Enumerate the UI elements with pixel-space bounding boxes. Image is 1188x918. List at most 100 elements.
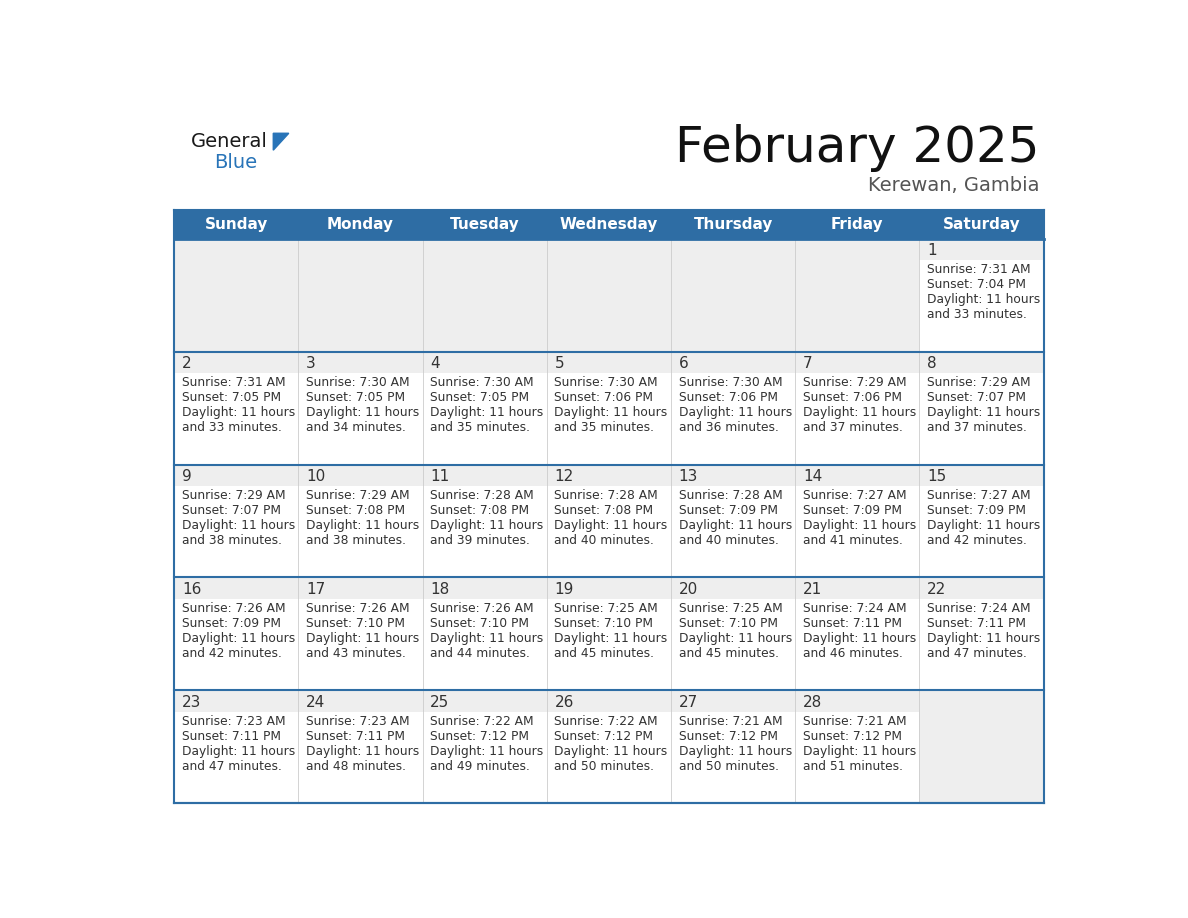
Text: and 50 minutes.: and 50 minutes. <box>555 760 655 773</box>
Text: 19: 19 <box>555 582 574 597</box>
Bar <box>175 465 298 577</box>
Text: Daylight: 11 hours: Daylight: 11 hours <box>803 633 916 645</box>
Text: 5: 5 <box>555 356 564 371</box>
Text: Sunrise: 7:25 AM: Sunrise: 7:25 AM <box>678 602 783 615</box>
Text: Sunrise: 7:26 AM: Sunrise: 7:26 AM <box>430 602 533 615</box>
Text: Sunrise: 7:26 AM: Sunrise: 7:26 AM <box>182 602 285 615</box>
Bar <box>175 352 298 465</box>
Bar <box>795 486 920 577</box>
Bar <box>546 486 671 577</box>
Text: and 42 minutes.: and 42 minutes. <box>927 534 1028 547</box>
Bar <box>175 239 298 352</box>
Bar <box>671 374 795 465</box>
Bar <box>546 239 671 352</box>
Text: Sunrise: 7:29 AM: Sunrise: 7:29 AM <box>927 376 1031 389</box>
Text: Sunrise: 7:30 AM: Sunrise: 7:30 AM <box>307 376 410 389</box>
Text: and 35 minutes.: and 35 minutes. <box>430 421 530 434</box>
Bar <box>671 352 795 465</box>
Text: Sunset: 7:08 PM: Sunset: 7:08 PM <box>430 504 530 517</box>
Text: Sunrise: 7:24 AM: Sunrise: 7:24 AM <box>803 602 906 615</box>
Text: Daylight: 11 hours: Daylight: 11 hours <box>555 520 668 532</box>
Bar <box>546 577 671 690</box>
Text: Sunset: 7:10 PM: Sunset: 7:10 PM <box>307 617 405 630</box>
Text: and 38 minutes.: and 38 minutes. <box>307 534 406 547</box>
Text: Daylight: 11 hours: Daylight: 11 hours <box>555 407 668 420</box>
Text: Kerewan, Gambia: Kerewan, Gambia <box>868 176 1040 196</box>
Text: and 33 minutes.: and 33 minutes. <box>182 421 282 434</box>
Text: Sunrise: 7:29 AM: Sunrise: 7:29 AM <box>307 489 410 502</box>
Bar <box>671 465 795 577</box>
Text: Sunset: 7:05 PM: Sunset: 7:05 PM <box>430 391 530 404</box>
Bar <box>546 352 671 465</box>
Text: Sunset: 7:08 PM: Sunset: 7:08 PM <box>555 504 653 517</box>
Bar <box>795 599 920 690</box>
Text: Sunrise: 7:23 AM: Sunrise: 7:23 AM <box>182 715 285 728</box>
Bar <box>423 374 546 465</box>
Bar <box>795 465 920 577</box>
Bar <box>298 465 423 577</box>
Bar <box>920 239 1043 352</box>
Polygon shape <box>273 133 289 151</box>
Text: and 47 minutes.: and 47 minutes. <box>927 647 1028 660</box>
Text: and 39 minutes.: and 39 minutes. <box>430 534 530 547</box>
Text: Daylight: 11 hours: Daylight: 11 hours <box>927 633 1041 645</box>
Bar <box>671 711 795 803</box>
Text: and 37 minutes.: and 37 minutes. <box>927 421 1028 434</box>
Text: Daylight: 11 hours: Daylight: 11 hours <box>803 520 916 532</box>
Bar <box>298 599 423 690</box>
Bar <box>175 599 298 690</box>
Text: Sunset: 7:06 PM: Sunset: 7:06 PM <box>555 391 653 404</box>
Bar <box>671 599 795 690</box>
Bar <box>795 374 920 465</box>
Text: and 48 minutes.: and 48 minutes. <box>307 760 406 773</box>
Text: Friday: Friday <box>830 217 884 232</box>
Bar <box>298 577 423 690</box>
Text: and 38 minutes.: and 38 minutes. <box>182 534 282 547</box>
Bar <box>298 486 423 577</box>
Bar <box>920 599 1043 690</box>
Text: Daylight: 11 hours: Daylight: 11 hours <box>555 633 668 645</box>
Text: Sunset: 7:05 PM: Sunset: 7:05 PM <box>182 391 280 404</box>
Text: 13: 13 <box>678 469 699 484</box>
Text: Sunrise: 7:27 AM: Sunrise: 7:27 AM <box>927 489 1031 502</box>
Text: Saturday: Saturday <box>942 217 1020 232</box>
Text: and 40 minutes.: and 40 minutes. <box>678 534 778 547</box>
Text: 23: 23 <box>182 695 201 710</box>
Text: 11: 11 <box>430 469 449 484</box>
Text: Sunset: 7:06 PM: Sunset: 7:06 PM <box>803 391 902 404</box>
Text: and 44 minutes.: and 44 minutes. <box>430 647 530 660</box>
Text: Sunset: 7:11 PM: Sunset: 7:11 PM <box>307 730 405 743</box>
Bar <box>298 690 423 803</box>
Bar <box>795 239 920 352</box>
Text: and 41 minutes.: and 41 minutes. <box>803 534 903 547</box>
Bar <box>671 486 795 577</box>
Text: 28: 28 <box>803 695 822 710</box>
Text: Daylight: 11 hours: Daylight: 11 hours <box>555 744 668 758</box>
Bar <box>546 374 671 465</box>
Text: Sunrise: 7:28 AM: Sunrise: 7:28 AM <box>555 489 658 502</box>
Text: Sunrise: 7:28 AM: Sunrise: 7:28 AM <box>430 489 535 502</box>
Text: Sunset: 7:09 PM: Sunset: 7:09 PM <box>927 504 1026 517</box>
Bar <box>298 352 423 465</box>
Text: 2: 2 <box>182 356 191 371</box>
Text: Sunrise: 7:22 AM: Sunrise: 7:22 AM <box>430 715 533 728</box>
Text: Sunrise: 7:29 AM: Sunrise: 7:29 AM <box>182 489 285 502</box>
Text: and 47 minutes.: and 47 minutes. <box>182 760 282 773</box>
Bar <box>546 599 671 690</box>
Bar <box>175 210 1043 239</box>
Text: Daylight: 11 hours: Daylight: 11 hours <box>307 407 419 420</box>
Text: Sunrise: 7:23 AM: Sunrise: 7:23 AM <box>307 715 410 728</box>
Text: 22: 22 <box>927 582 947 597</box>
Text: Daylight: 11 hours: Daylight: 11 hours <box>182 744 295 758</box>
Text: and 40 minutes.: and 40 minutes. <box>555 534 655 547</box>
Text: 6: 6 <box>678 356 689 371</box>
Bar <box>423 711 546 803</box>
Text: 16: 16 <box>182 582 201 597</box>
Text: and 33 minutes.: and 33 minutes. <box>927 308 1028 321</box>
Text: and 46 minutes.: and 46 minutes. <box>803 647 903 660</box>
Text: Daylight: 11 hours: Daylight: 11 hours <box>182 520 295 532</box>
Bar <box>175 577 298 690</box>
Text: Sunrise: 7:30 AM: Sunrise: 7:30 AM <box>555 376 658 389</box>
Text: Sunrise: 7:31 AM: Sunrise: 7:31 AM <box>927 263 1031 276</box>
Text: Daylight: 11 hours: Daylight: 11 hours <box>307 520 419 532</box>
